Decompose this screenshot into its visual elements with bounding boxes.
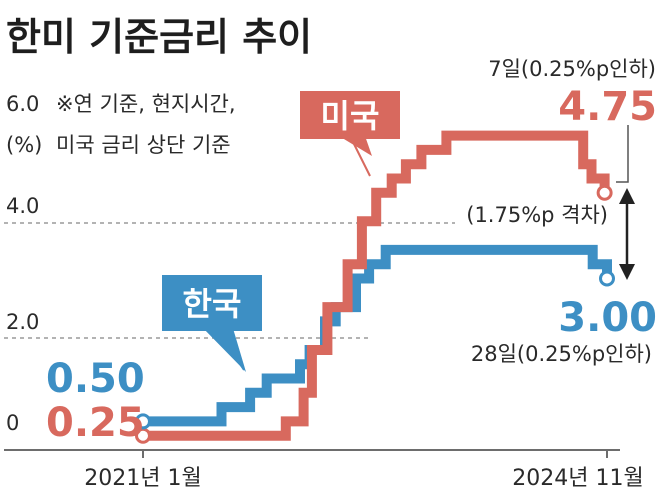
gap-note: (1.75%p 격차) [466,203,608,227]
gap-arrow-up-head [619,188,635,204]
x-tick-start: 2021년 1월 [84,466,201,491]
series-line-us [143,130,610,441]
y-unit-label: (%) [6,133,42,157]
series-kr-start-marker [135,413,151,430]
y-tick-2: 2.0 [6,310,39,334]
gap-arrow-down-head [619,264,635,280]
note-line1: ※연 기준, 현지시간, [56,92,236,116]
kr-start-value: 0.50 [46,356,145,402]
us-badge [300,91,400,139]
us-badge-label: 미국 [321,97,380,135]
note-line2: 미국 금리 상단 기준 [56,133,231,157]
series-kr-end-marker [599,270,615,287]
us-start-value: 0.25 [46,400,145,446]
kr-end-note: 28일(0.25%p인하) [471,342,652,366]
y-tick-0: 0 [6,411,19,435]
kr-badge-pointer [200,325,246,372]
y-tick-6: 6.0 [6,92,39,116]
chart-title: 한미 기준금리 추이 [6,15,312,59]
us-end-value: 4.75 [558,84,657,130]
x-tick-end: 2024년 11월 [512,466,643,491]
us-end-note: 7일(0.25%p인하) [488,57,656,81]
kr-end-value: 3.00 [558,295,657,341]
us-end-leader [616,125,629,183]
series-us-end-marker [596,184,613,201]
kr-badge-label: 한국 [183,285,242,323]
y-tick-4: 4.0 [6,194,39,218]
kr-badge [162,275,262,331]
